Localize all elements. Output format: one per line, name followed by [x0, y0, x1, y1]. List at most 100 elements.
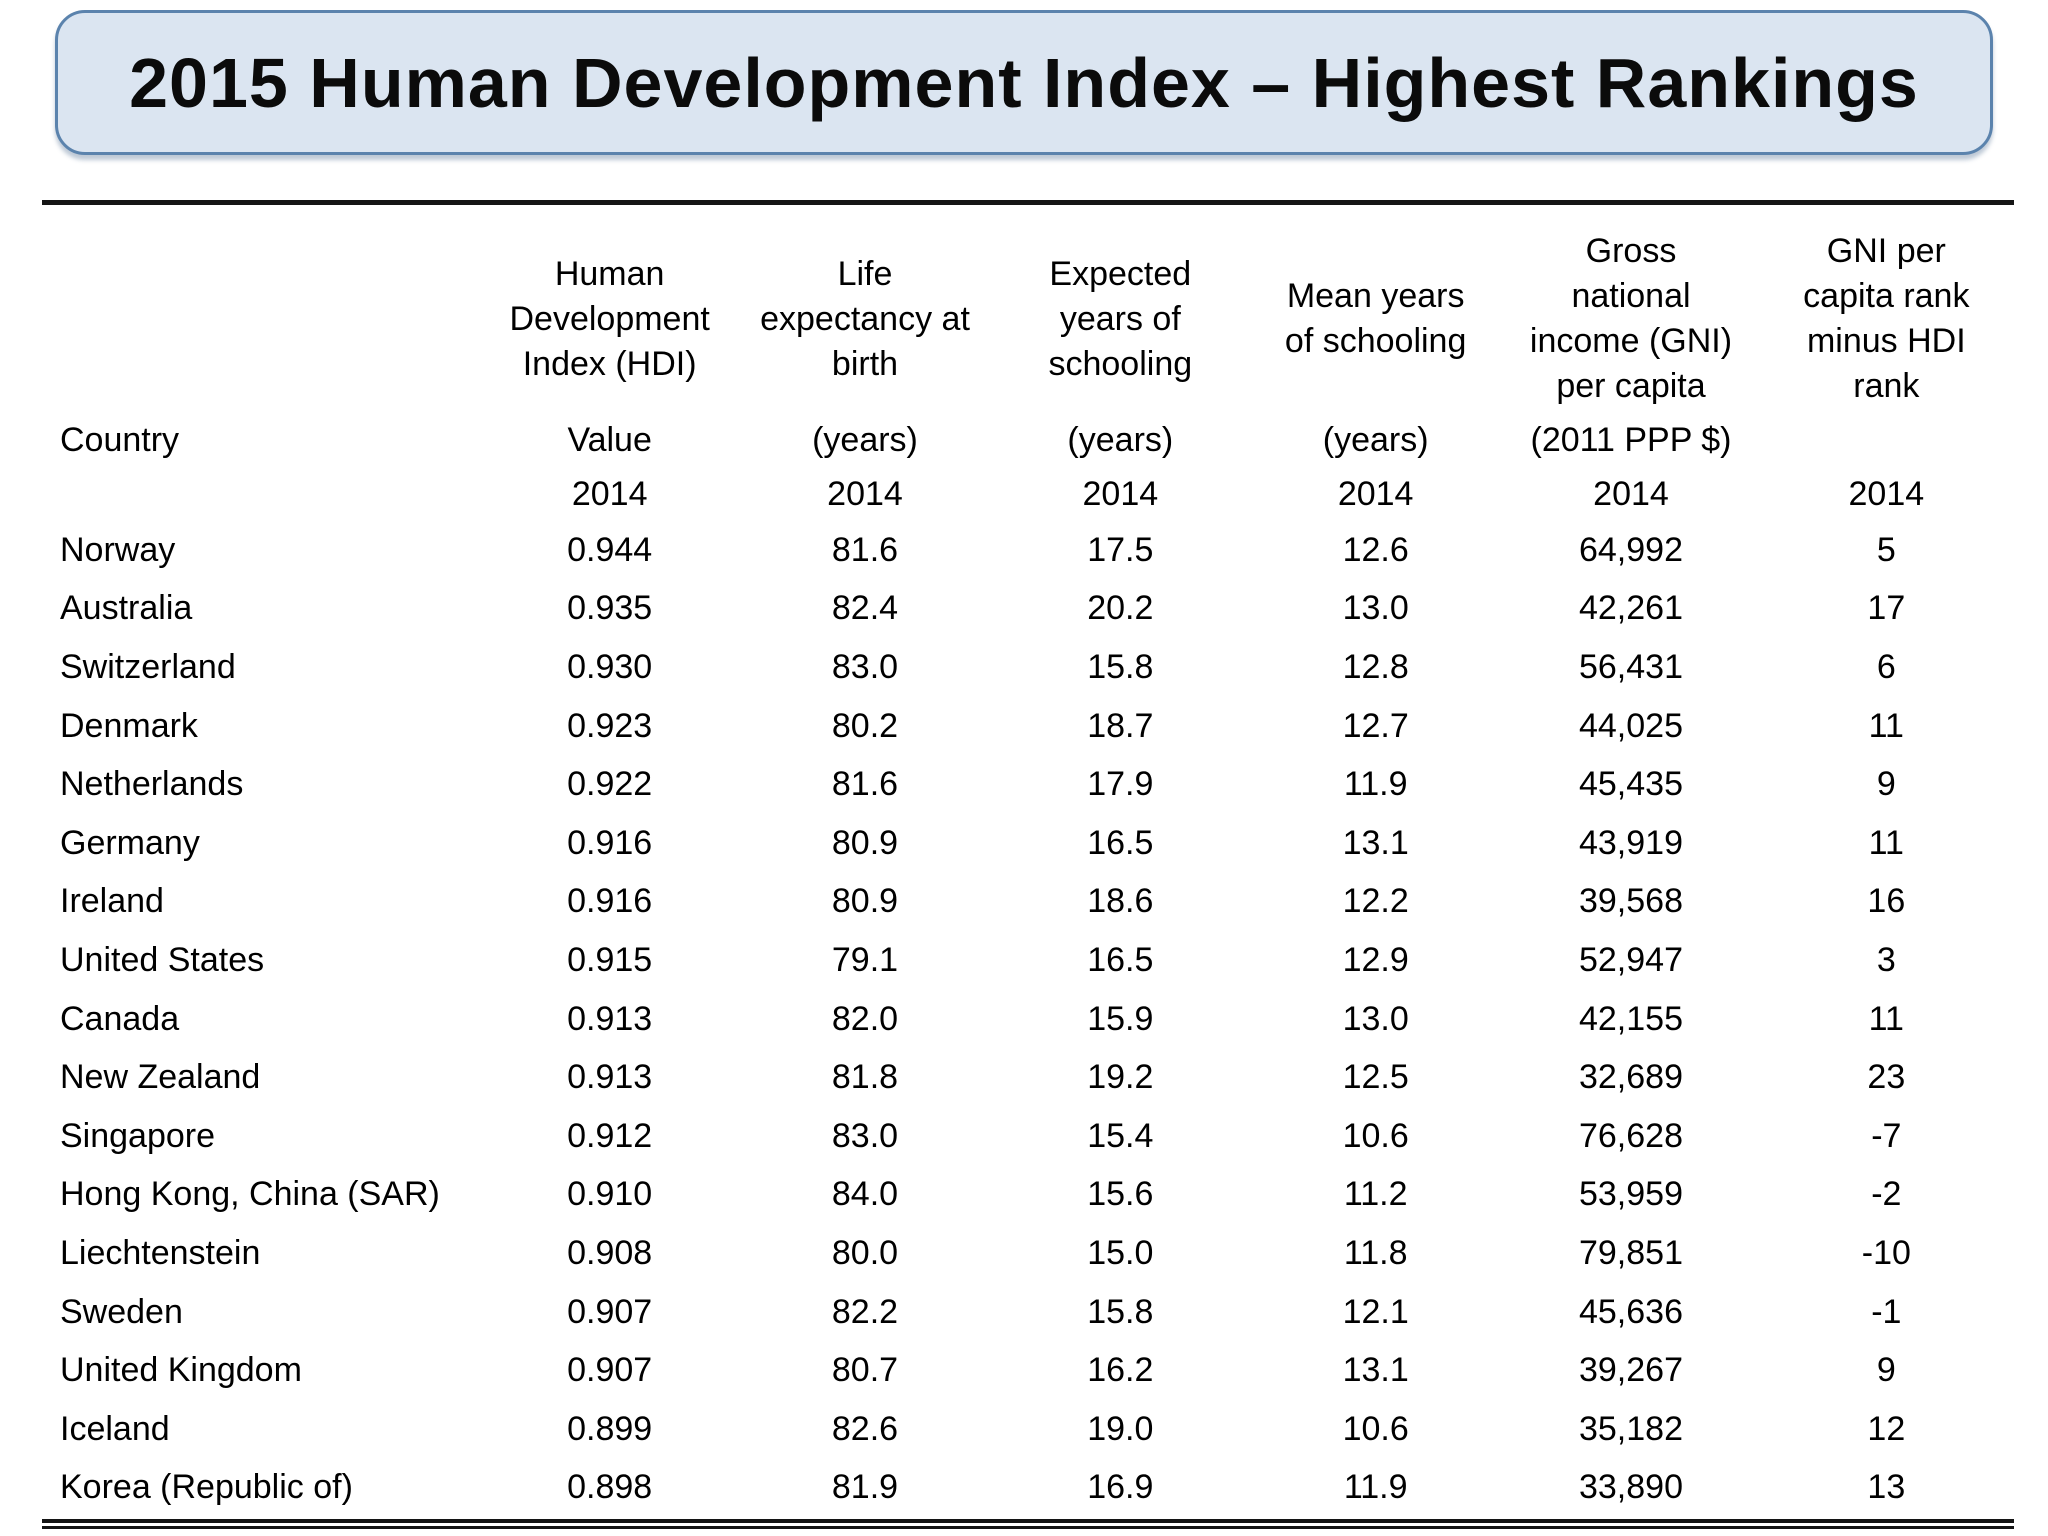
column-year: 2014	[1337, 474, 1414, 513]
value-cell: 80.0	[831, 1233, 899, 1272]
value-cell: 11.9	[1343, 765, 1408, 804]
value-cell: 80.7	[831, 1351, 899, 1390]
country-cell: United States	[60, 940, 265, 979]
value-cell: 45,636	[1578, 1292, 1683, 1331]
value-cell: 76,628	[1578, 1116, 1683, 1155]
column-year: 2014	[1082, 474, 1159, 513]
value-cell: 15.0	[1087, 1233, 1154, 1272]
value-cell: -10	[1861, 1233, 1911, 1272]
column-year: 2014	[571, 474, 648, 513]
value-cell: 42,155	[1578, 999, 1683, 1038]
country-cell: New Zealand	[60, 1058, 261, 1097]
value-cell: 15.4	[1087, 1116, 1154, 1155]
title-box: 2015 Human Development Index – Highest R…	[55, 10, 1993, 155]
value-cell: 0.916	[567, 882, 653, 921]
value-cell: 13.1	[1342, 823, 1409, 862]
value-cell: 33,890	[1578, 1468, 1683, 1507]
value-cell: 82.4	[831, 589, 899, 628]
table-row: United States 0.915 79.1 16.5 12.9 52,947 3	[42, 931, 2014, 990]
table-row: Sweden 0.907 82.2 15.8 12.1 45,636 -1	[42, 1283, 2014, 1342]
table-row: Australia 0.935 82.4 20.2 13.0 42,261 17	[42, 580, 2014, 639]
top-rule	[42, 200, 2014, 205]
country-cell: Canada	[60, 999, 180, 1038]
value-cell: 44,025	[1578, 706, 1683, 745]
value-cell: 12.1	[1342, 1292, 1409, 1331]
value-cell: 0.923	[567, 706, 653, 745]
value-cell: 80.2	[831, 706, 899, 745]
column-year: 2014	[827, 474, 903, 513]
value-cell: 23	[1867, 1058, 1906, 1097]
value-cell: 81.9	[831, 1468, 899, 1507]
value-cell: 15.9	[1087, 999, 1154, 1038]
value-cell: 17.5	[1087, 530, 1154, 569]
value-cell: 20.2	[1087, 589, 1154, 628]
value-cell: 13.1	[1342, 1351, 1409, 1390]
value-cell: 16.5	[1087, 940, 1154, 979]
value-cell: 0.935	[567, 589, 653, 628]
column-header: Expected years of schooling	[1048, 254, 1193, 383]
value-cell: 15.6	[1087, 1175, 1154, 1214]
value-cell: 10.6	[1342, 1116, 1409, 1155]
column-headers-row: Human Development Index (HDI) Life expect…	[42, 225, 2014, 413]
country-cell: United Kingdom	[60, 1351, 302, 1390]
value-cell: 80.9	[831, 882, 899, 921]
value-cell: 79,851	[1578, 1233, 1683, 1272]
value-cell: 35,182	[1578, 1409, 1683, 1448]
country-cell: Liechtenstein	[60, 1233, 261, 1272]
value-cell: 12	[1867, 1409, 1906, 1448]
value-cell: 0.930	[567, 647, 653, 686]
column-unit: (years)	[1322, 420, 1429, 459]
column-unit: (years)	[812, 420, 918, 459]
value-cell: 82.0	[831, 999, 899, 1038]
value-cell: 11.8	[1343, 1233, 1408, 1272]
value-cell: 83.0	[831, 1116, 899, 1155]
value-cell: 42,261	[1578, 589, 1683, 628]
value-cell: 81.8	[831, 1058, 899, 1097]
value-cell: 43,919	[1578, 823, 1683, 862]
value-cell: 53,959	[1578, 1175, 1683, 1214]
table-row: Denmark 0.923 80.2 18.7 12.7 44,025 11	[42, 697, 2014, 756]
value-cell: 0.907	[567, 1351, 653, 1390]
value-cell: 0.913	[567, 1058, 653, 1097]
value-cell: 80.9	[831, 823, 899, 862]
value-cell: 3	[1876, 940, 1896, 979]
value-cell: 0.922	[567, 765, 653, 804]
value-cell: 0.907	[567, 1292, 653, 1331]
country-cell: Norway	[60, 530, 176, 569]
value-cell: 12.7	[1342, 706, 1409, 745]
value-cell: 19.0	[1087, 1409, 1154, 1448]
value-cell: 84.0	[831, 1175, 899, 1214]
value-cell: 17.9	[1087, 765, 1154, 804]
value-cell: 11.2	[1343, 1175, 1408, 1214]
country-cell: Switzerland	[60, 647, 236, 686]
table-row: Singapore 0.912 83.0 15.4 10.6 76,628 -7	[42, 1107, 2014, 1166]
value-cell: 32,689	[1578, 1058, 1683, 1097]
value-cell: 12.2	[1342, 882, 1409, 921]
value-cell: 56,431	[1578, 647, 1683, 686]
value-cell: 0.899	[567, 1409, 653, 1448]
value-cell: 16.2	[1087, 1351, 1154, 1390]
value-cell: 9	[1876, 1351, 1896, 1390]
table-row: New Zealand 0.913 81.8 19.2 12.5 32,689 23	[42, 1048, 2014, 1107]
value-cell: 5	[1876, 530, 1896, 569]
value-cell: 79.1	[831, 940, 899, 979]
value-cell: 16.5	[1087, 823, 1154, 862]
value-cell: 0.908	[567, 1233, 653, 1272]
table-row: United Kingdom 0.907 80.7 16.2 13.1 39,267 9	[42, 1341, 2014, 1400]
page-title: 2015 Human Development Index – Highest R…	[129, 43, 1919, 122]
value-cell: 64,992	[1578, 530, 1683, 569]
value-cell: 81.6	[831, 765, 899, 804]
table-body: Norway 0.944 81.6 17.5 12.6 64,992 5 Australia 0…	[42, 521, 2014, 1517]
value-cell: 11.9	[1343, 1468, 1408, 1507]
table-row: Canada 0.913 82.0 15.9 13.0 42,155 11	[42, 990, 2014, 1049]
table-row: Switzerland 0.930 83.0 15.8 12.8 56,431 6	[42, 638, 2014, 697]
column-year: 2014	[1848, 474, 1925, 513]
data-table: Human Development Index (HDI) Life expect…	[42, 200, 2014, 1530]
value-cell: 39,568	[1578, 882, 1683, 921]
country-cell: Australia	[60, 589, 193, 628]
bottom-rule	[42, 1519, 2014, 1530]
value-cell: 15.8	[1087, 647, 1154, 686]
value-cell: 12.8	[1342, 647, 1409, 686]
column-unit: Country	[60, 420, 180, 459]
value-cell: 0.898	[567, 1468, 653, 1507]
